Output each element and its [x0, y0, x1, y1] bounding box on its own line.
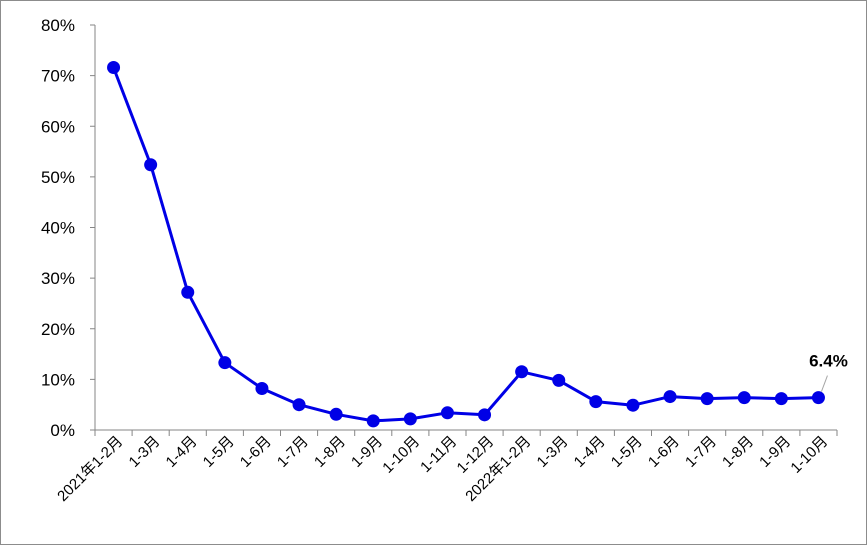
x-tick-label: 1-10月 — [379, 433, 423, 477]
data-point — [218, 356, 232, 370]
data-point — [144, 158, 158, 172]
data-point — [700, 392, 714, 406]
data-point — [181, 285, 195, 299]
data-point — [737, 391, 751, 405]
x-axis: 2021年1-2月 1-3月 1-4月 1-5月 1-6月 1-7月 1-8月 1-9月1-1… — [54, 429, 838, 505]
data-point — [774, 392, 788, 406]
y-tick-label: 70% — [41, 67, 75, 86]
x-tick-label: 1-11月 — [417, 433, 460, 476]
series-line-group — [107, 61, 825, 428]
data-point — [255, 381, 269, 395]
x-tick-label: 1-3月 — [534, 433, 572, 471]
data-point — [403, 412, 417, 426]
x-tick-label: 1-6月 — [645, 433, 683, 471]
y-tick-label: 0% — [50, 421, 75, 440]
data-point — [440, 406, 454, 420]
x-tick-label: 1-5月 — [608, 433, 646, 471]
y-tick-label: 30% — [41, 269, 75, 288]
data-point — [107, 61, 121, 75]
x-tick-label: 1-10月 — [787, 433, 831, 477]
data-point — [292, 398, 306, 412]
x-tick-label: 1-4月 — [163, 433, 201, 471]
annotation-group: 6.4% — [809, 352, 848, 392]
series-line — [112, 66, 819, 423]
annotation-leader-line — [820, 375, 828, 392]
data-point — [811, 391, 825, 405]
y-tick-label: 60% — [41, 117, 75, 136]
y-axis: 0% 10% 20% 30% 40% 50% 60% 70% 80% — [41, 16, 96, 440]
y-tick-label: 40% — [41, 219, 75, 238]
y-tick-label: 10% — [41, 370, 75, 389]
data-point — [589, 395, 603, 409]
x-tick-label: 1-5月 — [200, 433, 238, 471]
x-tick-label: 2021年1-2月 — [54, 433, 126, 505]
data-label: 6.4% — [809, 352, 848, 371]
x-tick-label: 1-4月 — [571, 433, 609, 471]
x-tick-label: 1-7月 — [682, 433, 720, 471]
x-tick-label: 1-6月 — [237, 433, 275, 471]
data-point — [366, 414, 380, 428]
y-tick-label: 80% — [41, 16, 75, 35]
data-point — [626, 398, 640, 412]
x-tick-label: 1-8月 — [311, 433, 349, 471]
x-tick-label: 1-3月 — [126, 433, 164, 471]
data-point — [552, 373, 566, 387]
x-tick-label: 1-7月 — [274, 433, 312, 471]
x-tick-label: 1-8月 — [719, 433, 757, 471]
y-tick-label: 50% — [41, 168, 75, 187]
data-point — [663, 390, 677, 404]
data-point — [515, 365, 529, 379]
y-tick-label: 20% — [41, 320, 75, 339]
data-point — [478, 408, 492, 422]
data-point — [329, 407, 343, 421]
